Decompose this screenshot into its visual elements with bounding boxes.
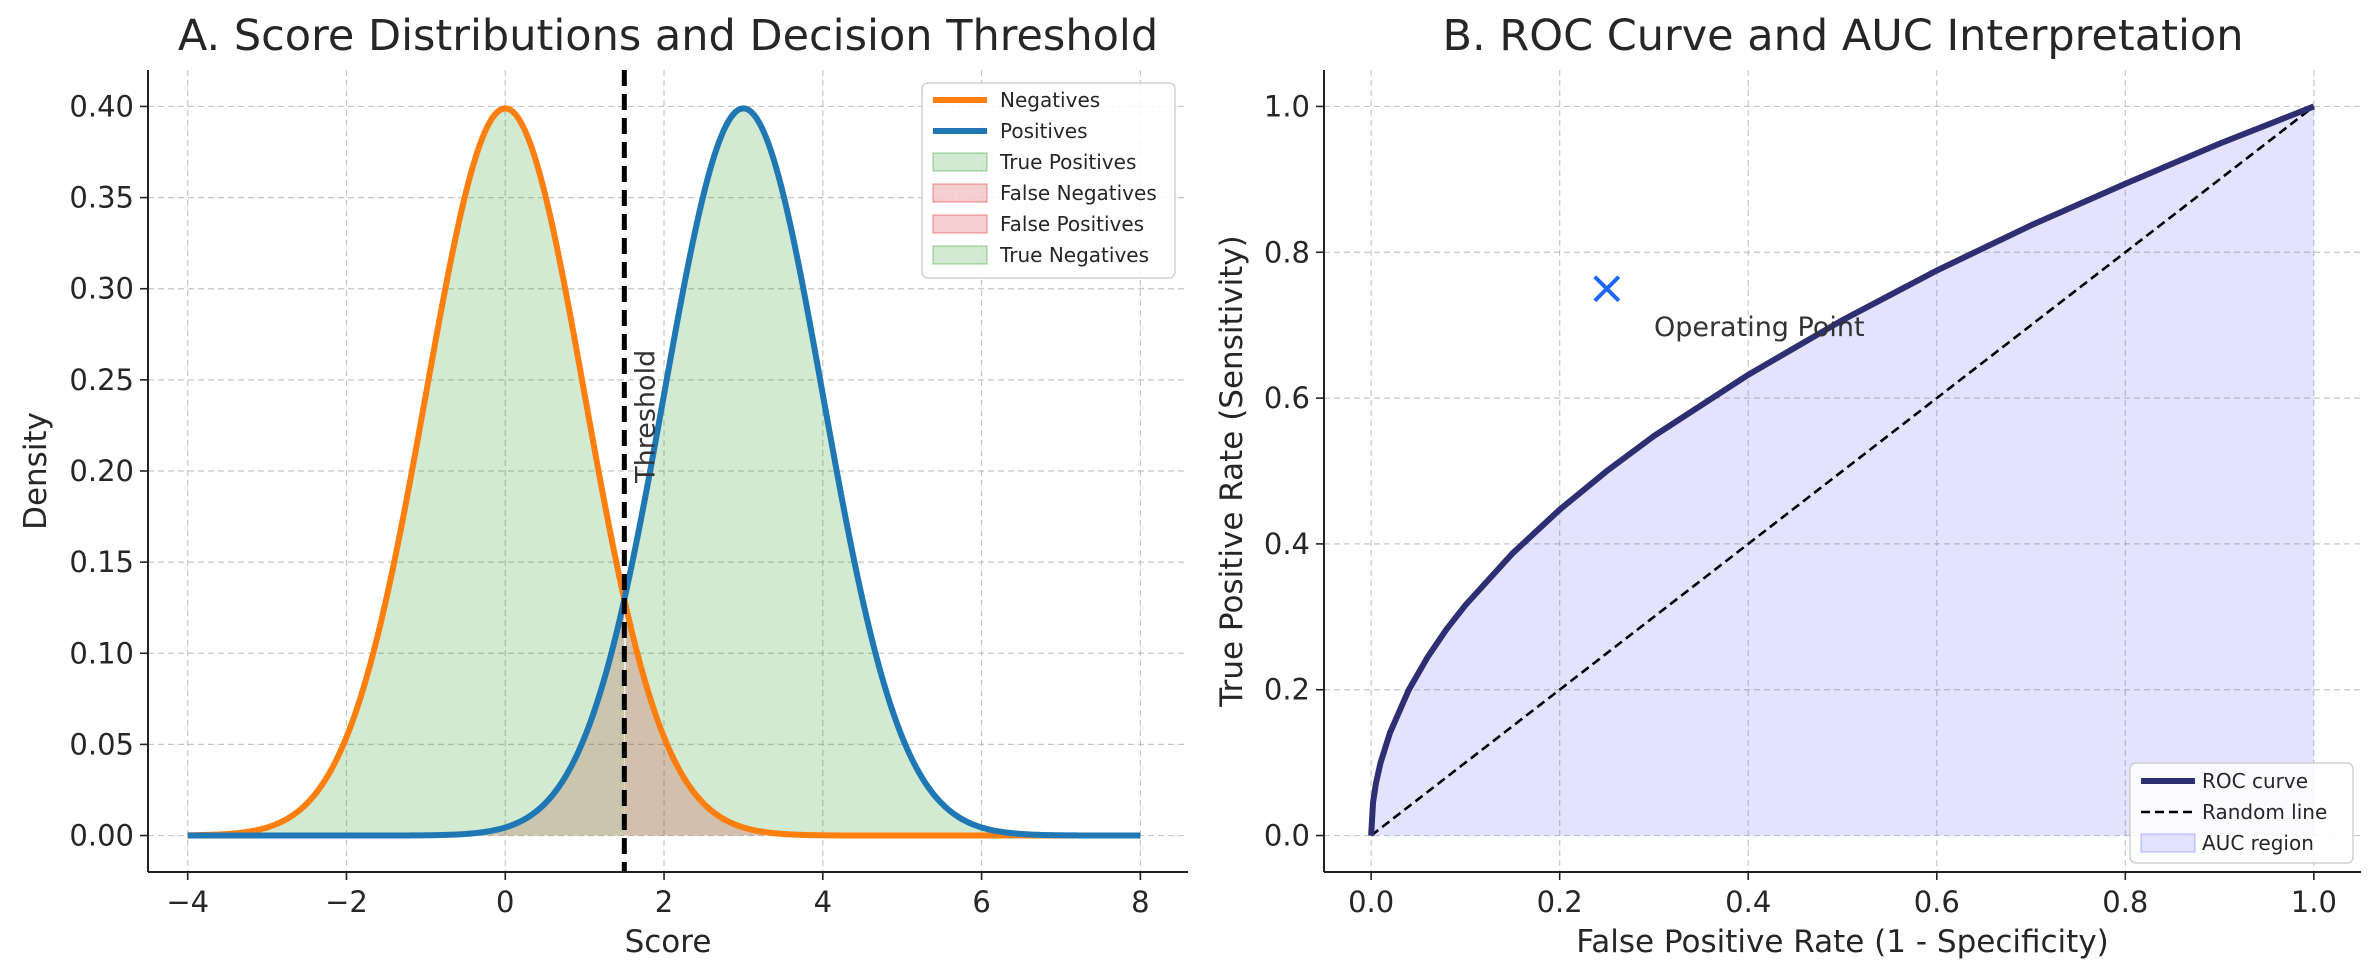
y-tick-label: 0.40 xyxy=(69,89,134,123)
x-tick-label: 6 xyxy=(972,885,990,919)
x-tick-label: −4 xyxy=(166,885,209,919)
false-negatives-area xyxy=(187,599,625,836)
x-axis-label: False Positive Rate (1 - Specificity) xyxy=(1576,924,2109,960)
y-tick-label: 0.15 xyxy=(69,545,134,579)
false-positives-area xyxy=(624,606,1141,836)
y-tick-label: 0.20 xyxy=(69,454,134,488)
legend-auc-region-swatch xyxy=(2140,833,2196,853)
true-negatives-area xyxy=(187,108,625,836)
legend-true-positives-swatch xyxy=(932,152,988,172)
random-line xyxy=(1370,105,2315,837)
roc-curve xyxy=(1368,103,2315,836)
y-tick-label: 1.0 xyxy=(1264,89,1310,123)
legend-false-negatives-swatch xyxy=(932,183,988,203)
x-tick-label: 0.0 xyxy=(1348,885,1394,919)
legend-true-negatives-swatch xyxy=(932,245,988,265)
x-tick-label: 0.8 xyxy=(2102,885,2148,919)
y-tick-label: 0.0 xyxy=(1264,819,1310,853)
y-axis-label: True Positive Rate (Sensitivity) xyxy=(1214,235,1250,708)
legend-true-positives-label: True Positives xyxy=(999,150,1136,174)
legend-false-negatives-label: False Negatives xyxy=(1000,181,1157,205)
y-tick-label: 0.25 xyxy=(69,363,134,397)
chart-panel-b: Operating Point 0.0 0.2 0.4 0.6 0.8 1.0 0.0 0.2 0… xyxy=(1214,11,2361,960)
x-tick-label: −2 xyxy=(325,885,368,919)
operating-point-label: Operating Point xyxy=(1654,312,1865,343)
threshold-label: Threshold xyxy=(630,350,661,484)
operating-point-marker xyxy=(1593,275,1621,303)
chart-title: A. Score Distributions and Decision Thre… xyxy=(178,11,1158,61)
chart-title: B. ROC Curve and AUC Interpretation xyxy=(1443,11,2244,61)
chart-panel-a: Threshold −4 −2 0 2 4 6 8 0.00 0.05 0.10 0.15 0.20 0.… xyxy=(18,11,1188,960)
y-tick-label: 0.6 xyxy=(1264,381,1310,415)
x-tick-label: 1.0 xyxy=(2291,885,2337,919)
y-axis-label: Density xyxy=(18,412,54,530)
legend-box xyxy=(2129,762,2354,864)
y-tick-label: 0.4 xyxy=(1264,527,1310,561)
legend-false-positives-swatch xyxy=(932,214,988,234)
x-tick-label: 8 xyxy=(1131,885,1149,919)
negatives-curve xyxy=(187,105,1141,839)
y-tick-label: 0.05 xyxy=(69,727,134,761)
x-tick-label: 2 xyxy=(655,885,673,919)
y-tick-label: 0.00 xyxy=(69,819,134,853)
legend-false-positives-label: False Positives xyxy=(1000,212,1144,236)
legend-true-negatives-label: True Negatives xyxy=(999,243,1149,267)
legend-random-line-label: Random line xyxy=(2202,800,2327,824)
true-positives-area xyxy=(624,108,1141,836)
y-tick-label: 0.30 xyxy=(69,272,134,306)
x-tick-label: 4 xyxy=(814,885,832,919)
positives-curve xyxy=(187,105,1141,839)
y-tick-label: 0.10 xyxy=(69,636,134,670)
legend-negatives-label: Negatives xyxy=(1000,88,1100,112)
legend: Negatives Positives True Positives False Ne… xyxy=(921,82,1176,279)
legend-roc-curve-label: ROC curve xyxy=(2202,769,2308,793)
operating-point-stroke-2 xyxy=(1593,275,1621,303)
legend: ROC curve Random line AUC region xyxy=(2129,762,2354,864)
legend-auc-region-label: AUC region xyxy=(2202,831,2314,855)
x-tick-label: 0 xyxy=(496,885,514,919)
legend-positives-label: Positives xyxy=(1000,119,1088,143)
y-tick-label: 0.35 xyxy=(69,181,134,215)
y-tick-label: 0.8 xyxy=(1264,235,1310,269)
x-axis-label: Score xyxy=(625,924,712,960)
y-tick-label: 0.2 xyxy=(1264,673,1310,707)
x-tick-label: 0.6 xyxy=(1914,885,1960,919)
x-tick-label: 0.2 xyxy=(1537,885,1583,919)
x-tick-label: 0.4 xyxy=(1725,885,1771,919)
